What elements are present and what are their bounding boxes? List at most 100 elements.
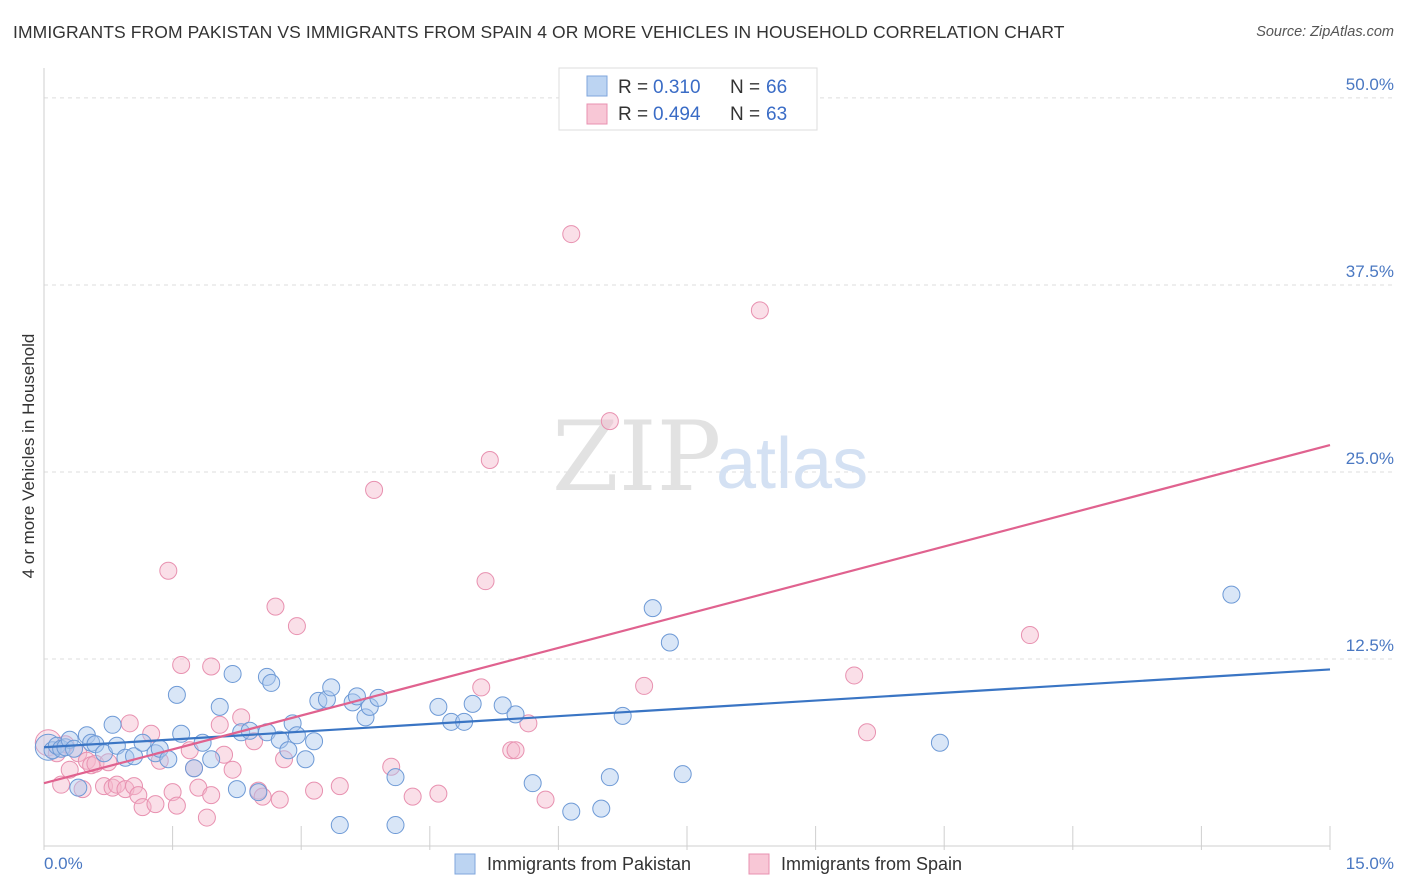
spain-point <box>202 657 221 676</box>
spain-point <box>167 796 186 815</box>
spain-point <box>845 666 864 685</box>
spain-point <box>429 784 448 803</box>
pakistan-point <box>930 733 949 752</box>
y-tick-label: 50.0% <box>1346 75 1394 94</box>
pakistan-point <box>506 705 525 724</box>
pakistan-point <box>185 759 204 778</box>
pakistan-point <box>287 726 306 745</box>
pakistan-point <box>613 706 632 725</box>
legend-spain-n-value: 63 <box>766 104 787 125</box>
legend-pakistan-r-label: R = <box>618 77 648 98</box>
spain-point <box>403 787 422 806</box>
bottom-legend-spain-swatch <box>748 853 770 875</box>
pakistan-point <box>386 816 405 835</box>
pakistan-point <box>562 802 581 821</box>
pakistan-point <box>523 774 542 793</box>
spain-point <box>1020 626 1039 645</box>
source-label: Source: ZipAtlas.com <box>1256 24 1394 40</box>
bottom-legend-pakistan-label: Immigrants from Pakistan <box>487 854 691 874</box>
pakistan-point <box>103 715 122 734</box>
legend-bottom: Immigrants from Pakistan Immigrants from… <box>454 853 962 875</box>
pakistan-point <box>1222 585 1241 604</box>
pakistan-point <box>159 750 178 769</box>
legend-pakistan-swatch <box>586 75 608 97</box>
pakistan-point <box>463 694 482 713</box>
x-tick-label-min: 0.0% <box>44 854 83 873</box>
spain-point <box>635 676 654 695</box>
pakistan-point <box>296 750 315 769</box>
bottom-legend-spain-label: Immigrants from Spain <box>781 854 962 874</box>
spain-point <box>480 450 499 469</box>
pakistan-point <box>65 739 84 758</box>
legend-spain-r-value: 0.494 <box>653 104 701 125</box>
legend-pakistan-n-label: N = <box>730 77 760 98</box>
watermark-zip: ZIP <box>552 401 721 513</box>
pakistan-point <box>330 816 349 835</box>
spain-point <box>330 777 349 796</box>
spain-point <box>562 225 581 244</box>
legend-spain-r-label: R = <box>618 104 648 125</box>
chart-title: IMMIGRANTS FROM PAKISTAN VS IMMIGRANTS F… <box>13 22 1065 42</box>
spain-point <box>232 708 251 727</box>
pakistan-point <box>249 783 268 802</box>
spain-point <box>287 617 306 636</box>
spain-point <box>159 561 178 580</box>
legend-spain-swatch <box>586 103 608 125</box>
spain-point <box>305 781 324 800</box>
spain-point <box>172 655 191 674</box>
spain-point <box>476 572 495 591</box>
spain-point <box>750 301 769 320</box>
y-tick-label: 25.0% <box>1346 449 1394 468</box>
pakistan-point <box>227 780 246 799</box>
watermark-atlas: atlas <box>716 424 868 504</box>
spain-point <box>266 597 285 616</box>
spain-point <box>163 783 182 802</box>
pakistan-point <box>592 799 611 818</box>
y-tick-labels: 12.5% 25.0% 37.5% 50.0% <box>1346 75 1394 655</box>
pakistan-point <box>262 673 281 692</box>
pakistan-point <box>279 741 298 760</box>
x-tick-label-max: 15.0% <box>1346 854 1394 873</box>
spain-point <box>245 732 264 751</box>
spain-point <box>202 786 221 805</box>
trend-lines <box>43 443 1331 785</box>
pakistan-point <box>356 708 375 727</box>
pakistan-point <box>202 750 221 769</box>
x-ticks <box>43 826 1331 850</box>
y-tick-label: 12.5% <box>1346 636 1394 655</box>
spain-point <box>365 480 384 499</box>
spain-point <box>858 723 877 742</box>
pakistan-point <box>305 732 324 751</box>
pakistan-point <box>386 768 405 787</box>
spain-point <box>129 786 148 805</box>
pakistan-point <box>429 697 448 716</box>
spain-point <box>382 757 401 776</box>
pakistan-point <box>673 765 692 784</box>
spain-point <box>270 790 289 809</box>
pakistan-point <box>223 664 242 683</box>
y-tick-label: 37.5% <box>1346 262 1394 281</box>
legend-top: R = 0.310 N = 66 R = 0.494 N = 63 <box>558 67 818 131</box>
legend-spain-n-label: N = <box>730 104 760 125</box>
spain-point <box>125 777 144 796</box>
spain-point <box>223 760 242 779</box>
bottom-legend-pakistan-swatch <box>454 853 476 875</box>
pakistan-point <box>210 697 229 716</box>
pakistan-point <box>600 768 619 787</box>
spain-point <box>60 760 79 779</box>
legend-pakistan-n-value: 66 <box>766 77 787 98</box>
spain-point <box>472 678 491 697</box>
spain-point <box>197 808 216 827</box>
pakistan-point <box>643 599 662 618</box>
y-axis-title: 4 or more Vehicles in Household <box>19 334 38 579</box>
spain-point <box>502 741 521 760</box>
pakistan-point <box>167 685 186 704</box>
pakistan-point <box>493 696 512 715</box>
spain-point <box>120 714 139 733</box>
gridlines <box>44 97 1394 660</box>
spain-trend-line <box>43 443 1331 785</box>
spain-point <box>210 715 229 734</box>
spain-point <box>506 741 525 760</box>
pakistan-point <box>69 778 88 797</box>
spain-point <box>275 750 294 769</box>
